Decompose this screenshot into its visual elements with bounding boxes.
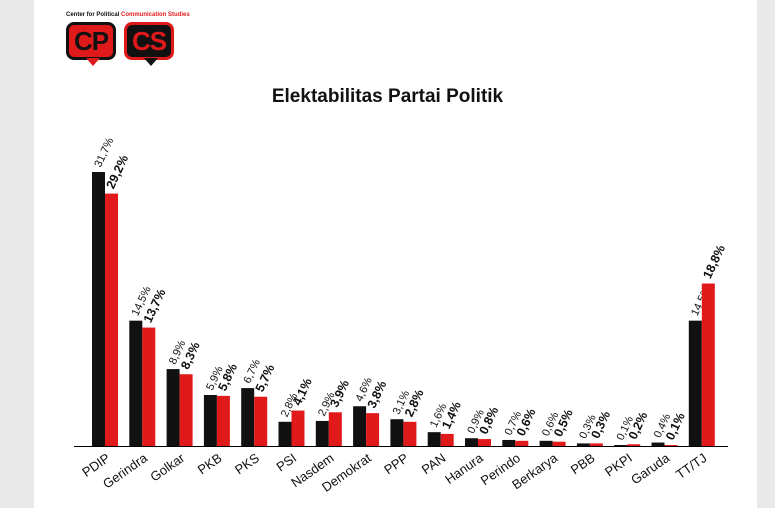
bar-series2-tt-tj: [701, 283, 715, 446]
data-label-series2-berkarya: 0,5%: [551, 407, 576, 439]
data-label-series2-tt-tj: 18,8%: [700, 243, 728, 281]
bar-series1-tt-tj: [688, 320, 702, 446]
x-tick-label-pkb: PKB: [195, 450, 225, 477]
bar-series2-gerindra: [142, 327, 156, 446]
bar-series1-berkarya: [539, 440, 553, 446]
x-tick-label-pbb: PBB: [568, 450, 598, 477]
left-frame-border: [0, 0, 34, 508]
logo-tagline-part2: Communication Studies: [121, 12, 190, 18]
bar-series2-garuda: [664, 445, 678, 446]
bar-series2-hanura: [478, 439, 491, 446]
bar-series2-pdip: [105, 193, 118, 446]
bar-series2-pks: [254, 396, 268, 446]
bar-series1-pan: [427, 432, 441, 446]
x-tick-label-tt-tj: TT/TJ: [673, 450, 709, 482]
bar-series1-golkar: [166, 369, 180, 446]
cpcs-logo: Center for Political Communication Studi…: [64, 12, 190, 76]
bar-series1-pks: [241, 388, 255, 446]
logo-cs-tail: [144, 58, 158, 66]
bar-series2-perindo: [515, 440, 529, 446]
data-label-series2-pbb: 0,3%: [588, 409, 613, 441]
bar-series1-pbb: [576, 443, 590, 446]
bar-series2-pan: [440, 433, 454, 446]
data-label-series2-nasdem: 3,9%: [327, 378, 352, 410]
bar-series1-nasdem: [315, 420, 329, 446]
data-label-series2-pkb: 5,8%: [215, 361, 240, 393]
x-tick-label-ppp: PPP: [381, 450, 411, 477]
x-tick-label-garuda: Garuda: [628, 450, 673, 488]
logo-cs-box: CS: [124, 22, 174, 60]
bar-series1-ppp: [390, 419, 404, 446]
x-tick-label-golkar: Golkar: [147, 450, 188, 485]
bar-series2-pkb: [216, 395, 230, 446]
logo-cp-box: CP: [66, 22, 116, 60]
bar-series1-pkpi: [614, 445, 628, 446]
x-tick-label-pks: PKS: [232, 450, 262, 477]
data-label-series2-psi: 4,1%: [290, 376, 315, 408]
bar-series1-psi: [278, 421, 292, 446]
bar-series1-garuda: [651, 442, 665, 446]
logo-tagline: Center for Political Communication Studi…: [66, 12, 190, 18]
bar-series1-hanura: [465, 438, 478, 446]
bar-series2-golkar: [179, 374, 193, 446]
logo-cp-tail: [86, 58, 100, 66]
bar-series1-perindo: [502, 439, 516, 446]
bar-series2-demokrat: [366, 413, 380, 446]
bar-series2-ppp: [403, 421, 417, 446]
x-tick-label-hanura: Hanura: [442, 450, 486, 487]
logo-tagline-part1: Center for Political: [66, 12, 122, 18]
bar-series1-demokrat: [353, 406, 367, 446]
bar-series2-psi: [291, 410, 305, 446]
bar-series1-pdip: [92, 172, 105, 446]
data-label-series2-pkpi: 0,2%: [626, 410, 651, 442]
bar-series1-gerindra: [129, 320, 143, 446]
data-label-series2-perindo: 0,6%: [514, 406, 539, 438]
bar-series1-pkb: [203, 395, 217, 446]
bar-series2-pbb: [589, 443, 603, 446]
right-frame-border: [757, 0, 775, 508]
bar-series2-berkarya: [552, 441, 566, 446]
bar-series2-pkpi: [627, 444, 641, 446]
data-label-series2-hanura: 0,8%: [477, 405, 502, 437]
bar-series2-nasdem: [328, 412, 342, 446]
chart-title: Elektabilitas Partai Politik: [271, 86, 504, 107]
x-tick-label-psi: PSI: [273, 450, 299, 474]
